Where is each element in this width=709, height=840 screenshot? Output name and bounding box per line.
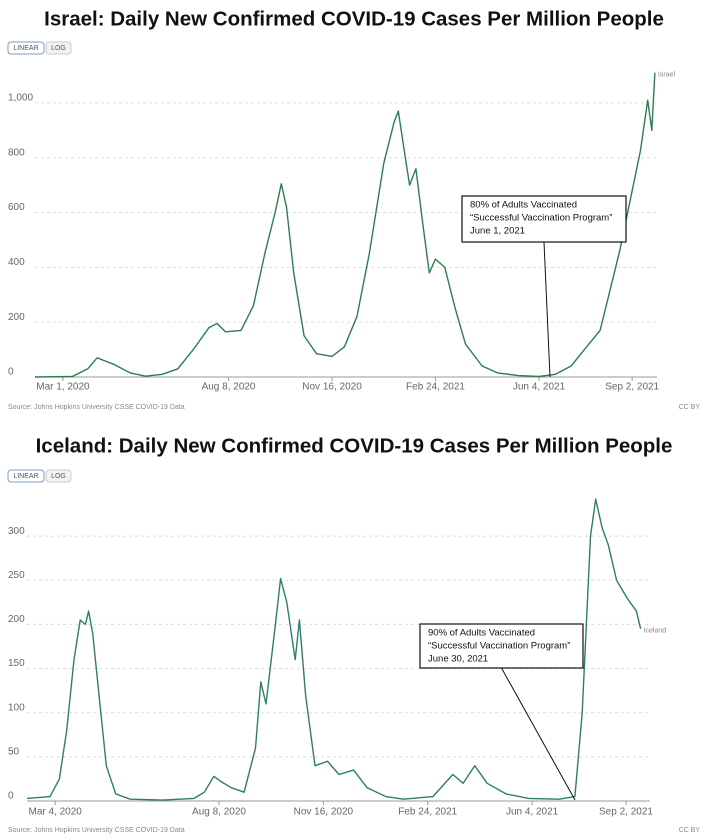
x-tick-label: Jun 4, 2021 [506,807,559,818]
x-tick-label: Sep 2, 2021 [605,382,659,393]
x-tick-label: Aug 8, 2020 [192,807,246,818]
x-tick-label: Sep 2, 2021 [599,807,653,818]
source: Source: Johns Hopkins University CSSE CO… [8,404,185,411]
license: CC BY [679,827,701,834]
series-label: Israel [658,72,676,79]
x-tick-label: Feb 24, 2021 [398,807,457,818]
series-label: Iceland [644,628,667,635]
x-tick-label: Nov 16, 2020 [302,382,362,393]
annotation-text: 80% of Adults Vaccinated [470,200,577,211]
source: Source: Johns Hopkins University CSSE CO… [8,827,185,834]
y-tick-label: 400 [8,257,25,268]
y-tick-label: 600 [8,202,25,213]
y-tick-label: 200 [8,312,25,323]
x-tick-label: Feb 24, 2021 [406,382,465,393]
y-tick-label: 0 [8,791,14,802]
scale-button[interactable] [7,469,45,483]
annotation-text: “Successful Vaccination Program” [470,213,612,224]
x-tick-label: Mar 1, 2020 [36,382,90,393]
license: CC BY [679,404,701,411]
annotation-box [461,195,627,243]
annotation-box [419,623,584,669]
x-tick-label: Mar 4, 2020 [28,807,82,818]
y-tick-label: 100 [8,702,25,713]
annotation-pointer [543,241,551,378]
x-tick-label: Nov 16, 2020 [294,807,354,818]
y-tick-label: 0 [8,367,14,378]
y-tick-label: 200 [8,614,25,625]
annotation-text: 90% of Adults Vaccinated [428,628,535,639]
scale-button[interactable] [45,469,72,483]
scale-button[interactable] [7,41,45,55]
annotation-text: June 30, 2021 [428,654,488,665]
y-tick-label: 250 [8,570,25,581]
annotation-text: “Successful Vaccination Program” [428,641,570,652]
scale-button[interactable] [45,41,72,55]
y-tick-label: 150 [8,658,25,669]
chart-title: Iceland: Daily New Confirmed COVID-19 Ca… [36,434,673,457]
x-tick-label: Jun 4, 2021 [513,382,566,393]
scale-button-label[interactable]: LINEAR [13,473,38,480]
x-tick-label: Aug 8, 2020 [202,382,256,393]
series-line [26,498,642,801]
scale-button-label[interactable]: LINEAR [13,45,38,52]
y-tick-label: 800 [8,147,25,158]
annotation-text: June 1, 2021 [470,226,525,237]
scale-button-label[interactable]: LOG [51,473,66,480]
y-tick-label: 1,000 [8,93,33,104]
scale-button-label[interactable]: LOG [51,45,66,52]
series-line [34,72,656,378]
annotation-pointer [501,667,576,801]
y-tick-label: 300 [8,526,25,537]
y-tick-label: 50 [8,746,20,757]
chart-title: Israel: Daily New Confirmed COVID-19 Cas… [44,7,664,30]
